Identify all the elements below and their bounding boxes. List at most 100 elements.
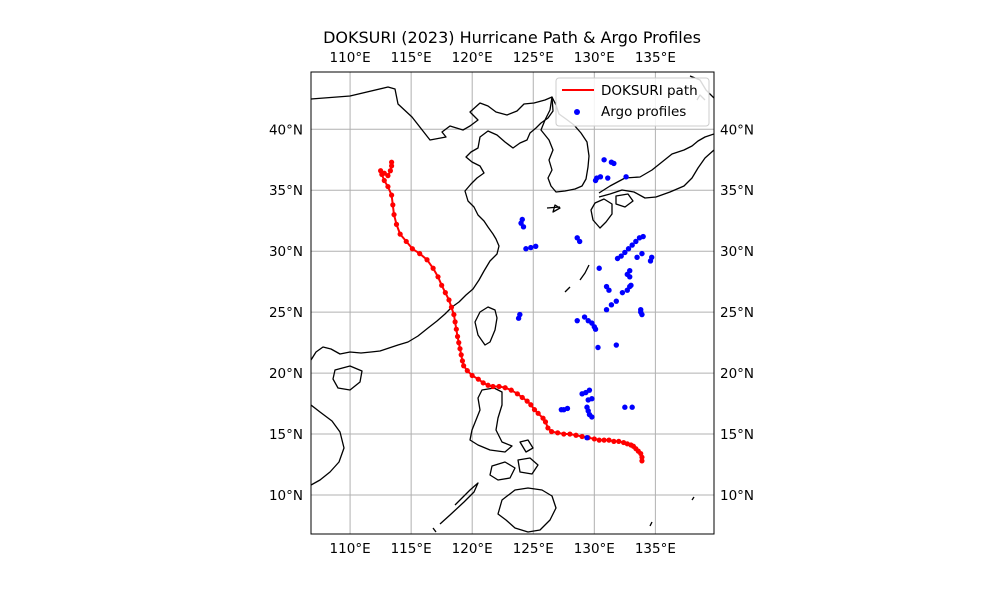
- track-point: [531, 407, 538, 413]
- track-point: [381, 170, 387, 176]
- argo-point: [649, 254, 655, 260]
- y-tick-label-right: 35°N: [720, 183, 754, 199]
- track-point: [496, 383, 502, 390]
- x-tick-label-top: 125°E: [513, 50, 554, 66]
- track-point: [591, 436, 597, 442]
- argo-point: [611, 160, 617, 167]
- argo-point: [579, 391, 585, 397]
- coast-visayas-3: [519, 439, 534, 453]
- coast-hainan: [332, 365, 363, 391]
- coast-palawan: [439, 482, 479, 525]
- legend-box: [555, 77, 710, 127]
- y-tick-label-left: 35°N: [269, 183, 303, 199]
- argo-point: [627, 274, 633, 280]
- track-point: [393, 221, 400, 227]
- coast-islet-south: [432, 527, 437, 533]
- track-point: [442, 290, 448, 296]
- argo-point: [515, 315, 522, 321]
- legend-track-label: DOKSURI path: [601, 83, 698, 99]
- track-point: [454, 333, 461, 340]
- track-point: [448, 304, 455, 310]
- y-tick-label-left: 30°N: [269, 244, 303, 260]
- x-tick-label-top: 130°E: [574, 50, 615, 66]
- argo-point: [608, 302, 615, 308]
- coast-mindanao: [497, 487, 557, 533]
- track-point: [639, 458, 645, 464]
- argo-point: [627, 267, 633, 274]
- track-point: [390, 202, 396, 208]
- track-point: [508, 387, 514, 393]
- legend: DOKSURI path Argo profiles: [555, 77, 710, 127]
- track-point: [452, 319, 458, 325]
- track-point: [555, 430, 561, 436]
- graticule: [311, 72, 714, 534]
- track-point: [457, 346, 463, 352]
- argo-point: [623, 174, 629, 180]
- argo-point: [638, 307, 644, 313]
- argo-profiles: [515, 157, 655, 441]
- track-point: [430, 265, 436, 271]
- track-point: [458, 352, 464, 358]
- argo-point: [564, 405, 571, 412]
- track-point: [596, 437, 602, 443]
- argo-point: [574, 317, 580, 324]
- y-tick-label-right: 15°N: [720, 427, 754, 443]
- track-point: [485, 382, 491, 388]
- track-point: [561, 431, 567, 437]
- argo-point: [606, 287, 612, 293]
- track-point: [535, 410, 541, 416]
- track-point: [514, 391, 520, 397]
- y-tick-label-left: 40°N: [269, 122, 303, 138]
- argo-point: [589, 320, 595, 326]
- argo-point: [533, 243, 539, 250]
- track-point: [606, 437, 612, 443]
- track-point: [456, 340, 462, 346]
- argo-point: [634, 254, 640, 260]
- argo-point: [589, 414, 595, 420]
- argo-point: [619, 289, 626, 296]
- coast-guam: [649, 521, 653, 527]
- argo-point: [629, 404, 635, 410]
- track-point: [385, 173, 391, 179]
- track-point: [502, 385, 508, 391]
- x-tick-label-bottom: 120°E: [452, 541, 493, 557]
- hurricane-track: [378, 159, 645, 464]
- argo-point: [625, 246, 632, 252]
- track-point: [389, 159, 395, 165]
- track-point: [439, 282, 445, 288]
- coast-taiwan: [474, 306, 498, 346]
- y-tick-label-right: 10°N: [720, 488, 754, 504]
- coast-japan-honshu: [598, 133, 714, 199]
- x-tick-label-bottom: 125°E: [513, 541, 554, 557]
- track-point: [616, 438, 622, 444]
- track-point: [385, 183, 391, 190]
- argo-point: [584, 434, 590, 441]
- coast-japan-kyushu: [590, 198, 613, 229]
- track-point: [490, 383, 496, 390]
- argo-point: [584, 404, 590, 410]
- track-point: [397, 231, 403, 237]
- track-point: [403, 238, 409, 245]
- argo-point: [639, 311, 645, 318]
- x-tick-label-bottom: 135°E: [635, 541, 676, 557]
- y-tick-label-left: 10°N: [269, 488, 303, 504]
- argo-point: [523, 246, 529, 252]
- track-point: [475, 376, 481, 382]
- coast-indochina: [311, 404, 345, 486]
- argo-point: [586, 387, 593, 393]
- track-line: [379, 162, 643, 461]
- track-point: [446, 297, 452, 303]
- track-point: [389, 192, 395, 198]
- y-tick-label-right: 25°N: [720, 305, 754, 321]
- y-tick-label-right: 40°N: [720, 122, 754, 138]
- argo-point: [605, 175, 611, 181]
- track-point: [453, 326, 459, 332]
- track-point: [545, 425, 551, 431]
- track-point: [469, 372, 475, 379]
- argo-point: [520, 224, 527, 230]
- track-point: [451, 311, 457, 318]
- argo-point: [640, 233, 646, 240]
- track-point: [459, 358, 466, 364]
- coast-visayas-1: [489, 461, 516, 481]
- track-point: [524, 398, 530, 404]
